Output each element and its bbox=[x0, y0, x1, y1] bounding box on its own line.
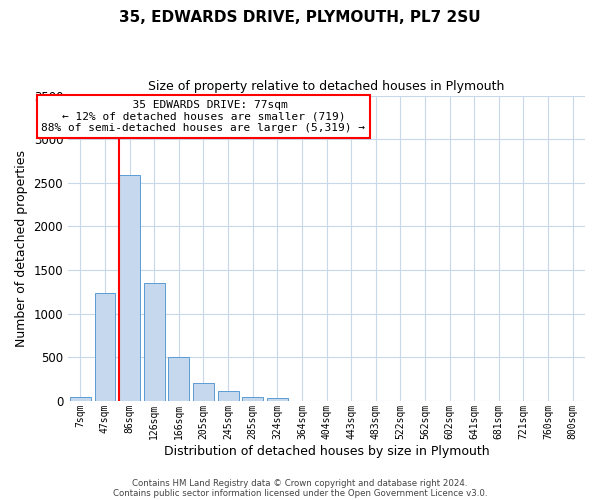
Y-axis label: Number of detached properties: Number of detached properties bbox=[15, 150, 28, 346]
Bar bbox=[218, 392, 239, 401]
Bar bbox=[119, 175, 140, 401]
Text: Contains public sector information licensed under the Open Government Licence v3: Contains public sector information licen… bbox=[113, 488, 487, 498]
Bar bbox=[267, 398, 288, 401]
Text: 35, EDWARDS DRIVE, PLYMOUTH, PL7 2SU: 35, EDWARDS DRIVE, PLYMOUTH, PL7 2SU bbox=[119, 10, 481, 25]
Bar bbox=[242, 396, 263, 401]
Bar bbox=[169, 358, 189, 401]
Bar bbox=[95, 292, 115, 401]
Bar bbox=[70, 398, 91, 401]
Bar bbox=[193, 384, 214, 401]
X-axis label: Distribution of detached houses by size in Plymouth: Distribution of detached houses by size … bbox=[164, 444, 490, 458]
Title: Size of property relative to detached houses in Plymouth: Size of property relative to detached ho… bbox=[148, 80, 505, 93]
Text: Contains HM Land Registry data © Crown copyright and database right 2024.: Contains HM Land Registry data © Crown c… bbox=[132, 478, 468, 488]
Bar bbox=[144, 283, 164, 401]
Text: 35 EDWARDS DRIVE: 77sqm
← 12% of detached houses are smaller (719)
88% of semi-d: 35 EDWARDS DRIVE: 77sqm ← 12% of detache… bbox=[41, 100, 365, 133]
